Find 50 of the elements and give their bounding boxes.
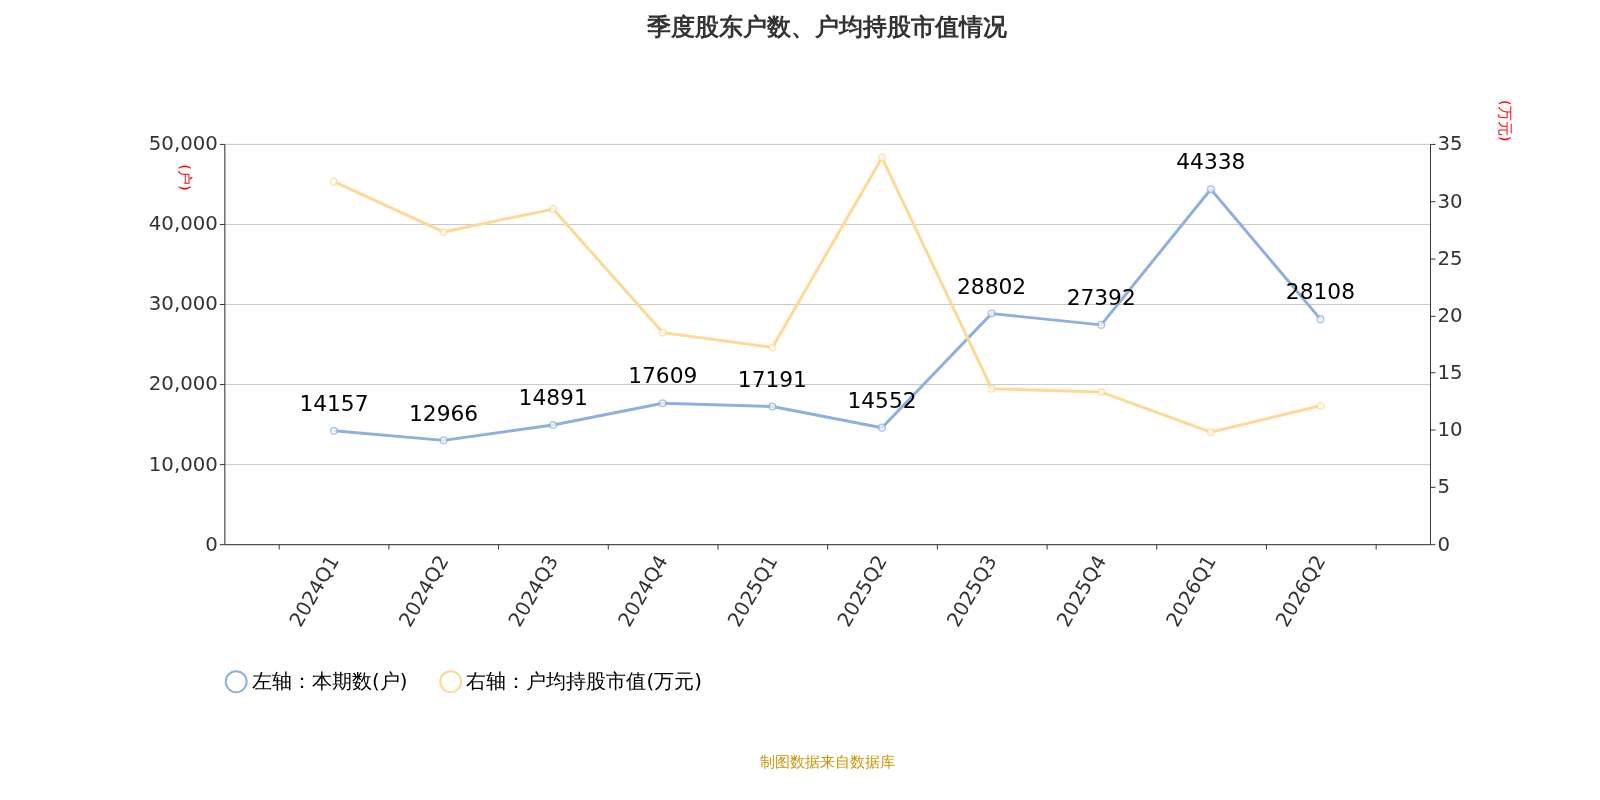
data-label: 12966: [408, 400, 479, 426]
point: [549, 205, 558, 214]
y-tick-label: 0: [205, 532, 218, 556]
point: [877, 153, 887, 162]
y-axis-title: (户): [177, 164, 195, 191]
y2-tick-label: 20: [1437, 303, 1463, 327]
y2-tick-label: 10: [1437, 418, 1463, 442]
point: [549, 420, 558, 430]
data-label: 17609: [628, 363, 698, 389]
point: [1316, 315, 1325, 324]
point: [1097, 388, 1106, 397]
point: [877, 423, 887, 432]
y2-tick-label: 5: [1437, 475, 1451, 499]
y2-tick-label: 30: [1437, 189, 1463, 213]
legend-label: 右轴：户均持股市值(万元): [466, 669, 702, 693]
point: [1097, 320, 1106, 329]
y-tick-label: 30,000: [148, 292, 218, 316]
point: [1316, 401, 1325, 410]
point: [1206, 428, 1215, 437]
legend-label: 左轴：本期数(户): [252, 669, 408, 693]
data-label: 28108: [1285, 279, 1355, 305]
text: 制图数据来自数据库: [759, 752, 895, 770]
data-label: 14891: [518, 385, 588, 411]
y2-tick-label: 15: [1437, 361, 1463, 385]
y2-tick-label: 0: [1437, 532, 1451, 556]
chart-title: 季度股东户数、户均持股市值情况: [646, 13, 1009, 42]
y-tick-label: 20,000: [148, 372, 218, 396]
data-label: 27392: [1066, 285, 1136, 311]
point: [768, 343, 777, 352]
point: [439, 436, 448, 445]
y2-tick-label: 25: [1437, 246, 1463, 270]
point: [987, 309, 996, 318]
data-label: 14552: [847, 387, 917, 413]
y-tick-label: 50,000: [148, 132, 218, 156]
y-tick-label: 40,000: [148, 212, 218, 236]
point: [329, 426, 338, 435]
data-label: 17191: [737, 366, 807, 392]
point: [658, 328, 667, 337]
data-label: 44338: [1176, 149, 1246, 175]
y2-tick-label: 35: [1437, 132, 1463, 156]
point: [329, 177, 338, 186]
y2-axis-title: (万元): [1496, 99, 1514, 142]
data-label: 14157: [299, 391, 369, 417]
point: [439, 227, 448, 237]
point: [768, 402, 777, 411]
point: [987, 384, 996, 393]
y-tick-label: 10,000: [148, 452, 218, 476]
point: [658, 399, 667, 408]
point: [1206, 185, 1215, 194]
data-label: 28802: [957, 273, 1027, 299]
